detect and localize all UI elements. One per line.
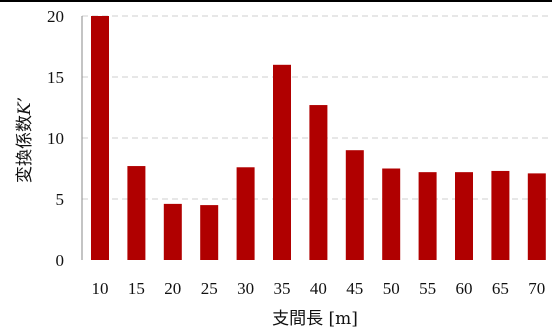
x-tick-labels: 10 15 20 25 30 35 40 45 50 55 60 65 70 (92, 279, 546, 298)
x-tick-label: 65 (492, 279, 509, 298)
bar-20 (163, 203, 182, 260)
y-tick-label: 5 (56, 190, 65, 209)
x-tick-label: 40 (310, 279, 327, 298)
bar-60 (455, 172, 473, 260)
bar-65 (491, 170, 510, 260)
x-tick-label: 30 (237, 279, 254, 298)
bar-10 (91, 16, 109, 260)
x-tick-label: 25 (201, 279, 218, 298)
x-tick-label: 50 (383, 279, 400, 298)
x-tick-label: 70 (528, 279, 545, 298)
bar-50 (382, 168, 401, 260)
bars-group (91, 16, 546, 260)
y-tick-label: 0 (56, 251, 65, 270)
x-tick-label: 60 (456, 279, 473, 298)
bar-15 (127, 166, 146, 260)
bar-25 (200, 205, 219, 260)
bar-40 (309, 105, 328, 260)
y-axis-title: 変換係数K’ (15, 97, 35, 183)
y-axis-title-symbol: K’ (15, 97, 35, 116)
y-tick-label: 10 (47, 129, 64, 148)
x-tick-label: 10 (92, 279, 109, 298)
y-tick-label: 15 (47, 68, 64, 87)
x-tick-label: 55 (419, 279, 436, 298)
x-tick-label: 20 (164, 279, 181, 298)
bar-70 (527, 173, 546, 260)
bar-35 (273, 64, 291, 260)
y-tick-label: 20 (47, 7, 64, 26)
y-tick-labels: 0 5 10 15 20 (47, 7, 64, 270)
bar-45 (345, 150, 364, 260)
x-tick-label: 15 (128, 279, 145, 298)
x-axis-title: 支間長 [m] (272, 309, 358, 329)
bar-30 (236, 167, 255, 260)
x-tick-label: 45 (346, 279, 363, 298)
plot-area (81, 15, 549, 261)
y-axis-title-text: 変換係数 (15, 115, 35, 183)
x-tick-label: 35 (274, 279, 291, 298)
bar-55 (418, 172, 437, 260)
